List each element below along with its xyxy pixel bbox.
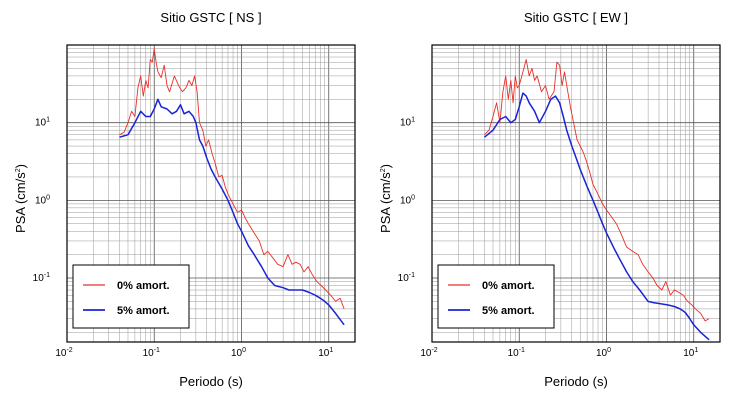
y-tick-base: 10	[33, 273, 45, 284]
legend-box	[437, 264, 555, 329]
series-group	[484, 59, 710, 341]
x-tick-base: 10	[508, 348, 520, 359]
y-tick-label: 10-1	[33, 272, 50, 284]
x-tick-base: 10	[683, 348, 695, 359]
legend-label-amort-0: 0% amort.	[482, 280, 535, 292]
y-axis-label: PSA (cm/s2)	[378, 164, 393, 233]
legend-label-amort-5: 5% amort.	[482, 305, 535, 317]
legend: 0% amort. 5% amort.	[72, 264, 190, 329]
series-line-amort-0	[484, 59, 710, 322]
y-axis-label: PSA (cm/s2)	[13, 164, 28, 233]
x-tick-exponent: -1	[519, 347, 525, 354]
plot-frame	[431, 44, 721, 343]
grid	[67, 45, 355, 342]
y-tick-base: 10	[35, 195, 47, 206]
chart-title: Sitio GSTC [ EW ]	[524, 10, 628, 25]
x-tick-exponent: 0	[242, 347, 246, 354]
x-axis-label: Periodo (s)	[544, 374, 608, 389]
x-tick-exponent: -2	[66, 347, 72, 354]
y-axis-label-close: )	[378, 164, 393, 168]
y-tick-exponent: 1	[46, 117, 50, 124]
x-tick-label: 10-1	[508, 347, 525, 359]
x-tick-label: 100	[231, 347, 246, 359]
x-tick-base: 10	[596, 348, 608, 359]
y-tick-base: 10	[35, 118, 47, 129]
y-tick-label: 100	[400, 194, 415, 206]
x-tick-label: 10-2	[55, 347, 72, 359]
y-tick-exponent: -1	[44, 272, 50, 279]
chart-ew: Sitio GSTC [ EW ]10-2 10-1 100 10110-110010…	[378, 10, 721, 389]
x-axis-label: Periodo (s)	[179, 374, 243, 389]
legend-label-amort-0: 0% amort.	[117, 280, 170, 292]
x-tick-exponent: -2	[431, 347, 437, 354]
legend-label-amort-5: 5% amort.	[117, 305, 170, 317]
plot-frame	[66, 44, 356, 343]
y-axis-label-exponent: 2	[380, 168, 387, 172]
y-tick-exponent: 1	[411, 117, 415, 124]
y-tick-exponent: 0	[46, 194, 50, 201]
y-tick-base: 10	[398, 273, 410, 284]
chart-ns: Sitio GSTC [ NS ]10-2 10-1 100 10110-110010…	[13, 10, 356, 389]
x-tick-exponent: 1	[329, 347, 333, 354]
y-tick-label: 10-1	[398, 272, 415, 284]
y-tick-exponent: -1	[409, 272, 415, 279]
x-tick-exponent: 1	[694, 347, 698, 354]
x-tick-label: 101	[683, 347, 698, 359]
y-tick-base: 10	[400, 195, 412, 206]
x-tick-base: 10	[420, 348, 432, 359]
legend-box	[72, 264, 190, 329]
x-tick-exponent: -1	[154, 347, 160, 354]
chart-title: Sitio GSTC [ NS ]	[160, 10, 261, 25]
x-tick-base: 10	[318, 348, 330, 359]
y-axis-label-exponent: 2	[15, 168, 22, 172]
series-line-amort-5	[119, 98, 345, 326]
x-tick-base: 10	[143, 348, 155, 359]
y-tick-label: 100	[35, 194, 50, 206]
y-tick-label: 101	[400, 117, 415, 129]
x-tick-base: 10	[231, 348, 243, 359]
y-tick-base: 10	[400, 118, 412, 129]
y-axis-label-close: )	[13, 164, 28, 168]
series-line-amort-0	[119, 48, 345, 310]
x-tick-label: 100	[596, 347, 611, 359]
x-tick-label: 10-1	[143, 347, 160, 359]
y-tick-label: 101	[35, 117, 50, 129]
series-group	[119, 48, 345, 326]
series-line-amort-5	[484, 92, 710, 341]
y-tick-exponent: 0	[411, 194, 415, 201]
x-tick-exponent: 0	[607, 347, 611, 354]
legend: 0% amort. 5% amort.	[437, 264, 555, 329]
x-tick-label: 101	[318, 347, 333, 359]
y-axis-label-text: PSA (cm/s	[378, 172, 393, 233]
x-tick-base: 10	[55, 348, 67, 359]
y-axis-label-text: PSA (cm/s	[13, 172, 28, 233]
x-tick-label: 10-2	[420, 347, 437, 359]
